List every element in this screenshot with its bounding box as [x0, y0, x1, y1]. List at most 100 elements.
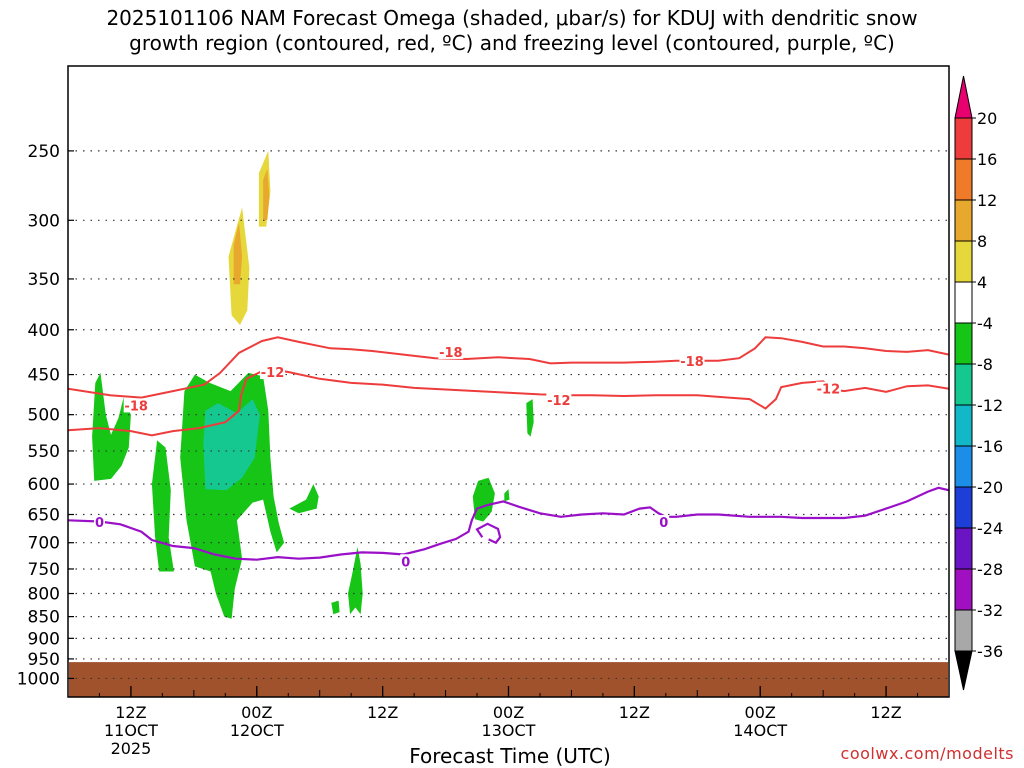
dgz-contour-label-2: -18	[439, 346, 463, 361]
colorbar-label-4: 4	[977, 273, 987, 292]
colorbar-swatch-12	[954, 609, 973, 652]
y-tick-label-400: 400	[28, 321, 60, 341]
y-tick-label-300: 300	[28, 211, 60, 231]
downward-omega-region-8	[526, 399, 534, 437]
freezing-level-contour-0	[68, 486, 949, 561]
downward-omega-region-3	[203, 399, 260, 491]
colorbar-label-9: -20	[977, 478, 1003, 497]
omega-shading-layer	[92, 66, 558, 643]
y-tick-label-650: 650	[28, 506, 60, 526]
x-axis-title: Forecast Time (UTC)	[409, 744, 611, 768]
colorbar-swatch-0	[954, 117, 973, 160]
colorbar-swatch-2	[954, 199, 973, 242]
downward-omega-region-7	[472, 477, 495, 522]
x-tick-label-5-1: 14OCT	[733, 721, 787, 740]
dgz-contour-label-3-bg	[546, 392, 572, 407]
dgz-contour-label-0-bg	[123, 398, 149, 413]
colorbar-label-3: 8	[977, 232, 987, 251]
x-tick-label-1-1: 12OCT	[230, 721, 284, 740]
downward-omega-region-0	[92, 372, 131, 481]
dgz-contour-label-1-bg	[260, 365, 286, 380]
dgz-contour-label-5: -12	[817, 383, 841, 398]
x-tick-label-3-0: 00Z	[493, 703, 524, 722]
dgz-contour-0	[68, 336, 949, 399]
colorbar-label-6: -8	[977, 355, 993, 374]
downward-omega-region-4	[289, 484, 319, 514]
freezing-level-contour-1	[475, 522, 502, 545]
colorbar-label-12: -32	[977, 601, 1003, 620]
x-tick-label-0-1: 11OCT	[104, 721, 158, 740]
upward-omega-region-9	[266, 580, 279, 622]
colorbar-label-11: -28	[977, 560, 1003, 579]
x-tick-label-1-0: 00Z	[241, 703, 272, 722]
colorbar-label-7: -12	[977, 396, 1003, 415]
upward-omega-region-3	[233, 222, 243, 285]
x-tick-label-5-0: 00Z	[745, 703, 776, 722]
colorbar-label-8: -16	[977, 437, 1003, 456]
y-tick-label-500: 500	[28, 406, 60, 426]
colorbar-swatch-4	[954, 281, 973, 324]
freezing-level-label-0-bg	[93, 515, 105, 530]
dgz-contour-label-2-bg	[438, 344, 464, 359]
upward-omega-region-4	[263, 168, 270, 221]
colorbar-swatch-10	[954, 527, 973, 570]
downward-omega-region-2	[180, 372, 285, 619]
colorbar-swatch-5	[954, 322, 973, 365]
colorbar-swatch-3	[954, 240, 973, 283]
colorbar-bottom-arrow	[954, 650, 973, 691]
y-tick-label-850: 850	[28, 608, 60, 628]
colorbar-label-13: -36	[977, 642, 1003, 661]
y-tick-label-350: 350	[28, 270, 60, 290]
site-credit: coolwx.com/modelts	[840, 744, 1014, 763]
x-tick-label-3-1: 13OCT	[482, 721, 536, 740]
colorbar-top-arrow	[954, 75, 973, 119]
x-tick-label-2-0: 12Z	[367, 703, 398, 722]
colorbar-label-1: 16	[977, 150, 997, 169]
upward-omega-region-10	[551, 476, 558, 503]
dgz-contour-label-0: -18	[124, 399, 148, 414]
colorbar-swatch-9	[954, 486, 973, 529]
freezing-level-label-2-bg	[658, 515, 670, 530]
upward-omega-region-8	[373, 598, 412, 643]
upward-omega-region-0	[208, 66, 275, 349]
y-tick-label-800: 800	[28, 585, 60, 605]
colorbar-swatch-7	[954, 404, 973, 447]
y-axis: 250 300 350 400 450 500 550 600 650 700 750 800 850 9…	[17, 142, 74, 689]
colorbar-swatch-11	[954, 568, 973, 611]
downward-omega-region-6	[331, 600, 340, 615]
title-line-1: 2025101106 NAM Forecast Omega (shaded, μ…	[106, 6, 918, 30]
y-tick-label-550: 550	[28, 442, 60, 462]
colorbar-label-10: -24	[977, 519, 1003, 538]
y-tick-label-750: 750	[28, 560, 60, 580]
dgz-contour-label-3: -12	[547, 394, 571, 409]
y-tick-label-950: 950	[28, 650, 60, 670]
dgz-contour-label-4: -18	[680, 355, 704, 370]
freezing-level-label-1-bg	[400, 554, 412, 569]
x-tick-label-0-2: 2025	[111, 739, 152, 758]
colorbar-swatch-6	[954, 363, 973, 406]
chart-title: 2025101106 NAM Forecast Omega (shaded, μ…	[0, 6, 1024, 56]
downward-omega-region-9	[504, 489, 510, 502]
freezing-level-label-2: 0	[659, 516, 668, 531]
colorbar: 20 16 12 8 4 -4 -8 -12 -16 -20 -24 -28 -32 -36	[954, 75, 1003, 691]
colorbar-label-2: 12	[977, 191, 997, 210]
y-tick-label-1000: 1000	[17, 669, 60, 689]
dgz-contour-label-1: -12	[261, 366, 285, 381]
title-line-2: growth region (contoured, red, ºC) and f…	[129, 31, 895, 55]
x-tick-label-0-0: 12Z	[115, 703, 146, 722]
y-tick-label-450: 450	[28, 366, 60, 386]
upward-omega-region-5	[313, 119, 320, 201]
freezing-level-label-0: 0	[95, 516, 104, 531]
colorbar-swatch-8	[954, 445, 973, 488]
freezing-level-label-1: 0	[401, 555, 410, 570]
colorbar-swatch-1	[954, 158, 973, 201]
y-tick-label-250: 250	[28, 142, 60, 162]
colorbar-label-5: -4	[977, 314, 993, 333]
y-tick-label-600: 600	[28, 475, 60, 495]
x-tick-label-4-0: 12Z	[619, 703, 650, 722]
dgz-contour-label-4-bg	[679, 353, 705, 368]
contour-labels: -18 -12 -18 -12 -18 -12 0 0 0	[93, 344, 841, 570]
y-tick-label-700: 700	[28, 534, 60, 554]
